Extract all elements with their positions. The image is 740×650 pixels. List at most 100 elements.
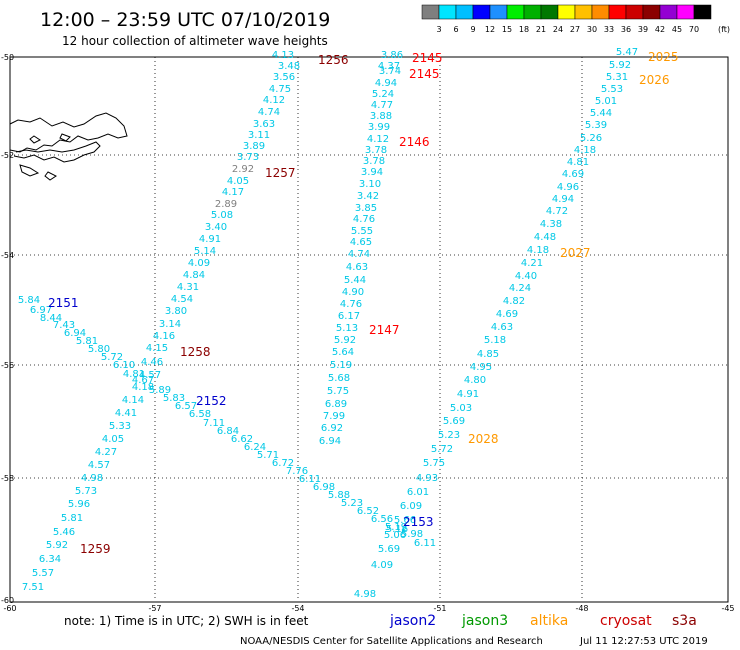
color-scale-label: 39 (638, 25, 648, 34)
wave-height-value: 3.78 (365, 145, 387, 156)
longitude-label: -51 (433, 604, 446, 613)
wave-height-value: 5.47 (616, 47, 638, 58)
wave-height-value: 6.01 (407, 487, 429, 498)
wave-height-value: 4.98 (81, 473, 103, 484)
wave-height-value: 6.10 (113, 360, 135, 371)
wave-height-value: 5.55 (351, 226, 373, 237)
wave-height-value: 3.80 (165, 306, 187, 317)
color-swatch (472, 4, 491, 20)
wave-height-value: 5.19 (330, 360, 352, 371)
color-scale-label: 9 (470, 25, 475, 34)
wave-height-value: 5.06 (384, 530, 406, 541)
pass-number-label: 2026 (639, 73, 670, 87)
wave-height-value: 4.12 (367, 134, 389, 145)
wave-height-value: 5.23 (341, 498, 363, 509)
wave-height-value: 4.17 (222, 187, 244, 198)
satellite-legend-item: jason2 (389, 613, 436, 629)
satellite-legend-item: altika (530, 613, 568, 629)
wave-height-value: 3.11 (248, 130, 270, 141)
altimeter-tracks: 4.133.483.564.754.124.743.633.113.893.73… (18, 47, 638, 600)
wave-height-value: 5.18 (484, 335, 506, 346)
wave-height-value: 5.75 (423, 458, 445, 469)
satellite-legend: jason2 jason3 altika cryosat s3a (389, 613, 697, 629)
wave-height-value: 5.92 (46, 540, 68, 551)
wave-height-value: 5.44 (344, 275, 366, 286)
map-title: 12:00 – 23:59 UTC 07/10/2019 (40, 9, 330, 31)
wave-height-value: 4.75 (269, 84, 291, 95)
wave-height-value: 3.56 (273, 72, 295, 83)
wave-height-value: 4.46 (141, 357, 163, 368)
wave-height-value: 4.40 (515, 271, 537, 282)
color-swatch (608, 4, 627, 20)
pass-number-label: 2145 (412, 51, 443, 65)
wave-height-value: 6.11 (299, 474, 321, 485)
wave-height-value: 4.77 (371, 100, 393, 111)
wave-height-value: 4.37 (378, 61, 400, 72)
color-swatch (455, 4, 474, 20)
wave-height-value: 5.33 (109, 421, 131, 432)
longitude-label: -48 (575, 604, 588, 613)
color-swatch (540, 4, 559, 20)
latitude-label: -50 (1, 53, 14, 62)
footer-timestamp: Jul 11 12:27:53 UTC 2019 (579, 636, 708, 647)
latitude-label: -54 (1, 251, 14, 260)
wave-height-value: 2.92 (232, 164, 254, 175)
wave-height-value: 6.97 (30, 305, 52, 316)
pass-number-label: 2027 (560, 246, 591, 260)
wave-height-value: 6.92 (321, 423, 343, 434)
wave-height-value: 4.38 (540, 219, 562, 230)
color-scale-label: 18 (519, 25, 529, 34)
wave-height-value: 4.48 (534, 232, 556, 243)
wave-height-value: 5.69 (378, 544, 400, 555)
color-scale-label: 70 (689, 25, 699, 34)
wave-height-value: 4.72 (546, 206, 568, 217)
wave-height-value: 4.94 (375, 78, 397, 89)
wave-height-value: 7.76 (286, 466, 308, 477)
color-swatch (625, 4, 644, 20)
wave-height-value: 6.58 (189, 409, 211, 420)
wave-height-value: 6.34 (39, 554, 61, 565)
wave-height-value: 4.80 (464, 375, 486, 386)
wave-height-value: 4.63 (346, 262, 368, 273)
color-swatch (574, 4, 593, 20)
wave-height-value: 5.72 (101, 352, 123, 363)
wave-height-value: 5.39 (585, 120, 607, 131)
wave-height-value: 3.94 (361, 167, 383, 178)
wave-height-value: 4.95 (470, 362, 492, 373)
pass-number-label: 2145 (409, 67, 440, 81)
wave-height-value: 5.03 (450, 403, 472, 414)
wave-height-value: 7.43 (53, 320, 75, 331)
wave-height-value: 3.74 (379, 66, 401, 77)
color-swatch (693, 4, 712, 20)
wave-height-value: 3.42 (357, 191, 379, 202)
wave-height-value: 4.90 (342, 287, 364, 298)
wave-height-value: 5.24 (372, 89, 394, 100)
wave-height-value: 3.40 (205, 222, 227, 233)
wave-height-value: 4.21 (521, 258, 543, 269)
wave-height-value: 5.88 (328, 490, 350, 501)
wave-height-value: 4.96 (557, 182, 579, 193)
color-swatch (557, 4, 576, 20)
latitude-label: -52 (1, 151, 14, 160)
wave-height-value: 3.86 (381, 50, 403, 61)
wave-height-value: 7.11 (203, 418, 225, 429)
color-scale-label: 30 (587, 25, 597, 34)
wave-height-value: 5.64 (332, 347, 354, 358)
wave-height-value: 5.98 (401, 529, 423, 540)
wave-height-value: 5.69 (443, 416, 465, 427)
wave-height-value: 5.44 (590, 108, 612, 119)
wave-height-value: 5.75 (327, 386, 349, 397)
wave-height-value: 4.18 (527, 245, 549, 256)
longitude-label: -60 (3, 604, 16, 613)
wave-height-value: 4.57 (139, 370, 161, 381)
color-swatch (659, 4, 678, 20)
wave-height-value: 5.83 (163, 393, 185, 404)
wave-height-value: 5.53 (601, 84, 623, 95)
pass-number-label: 2151 (48, 296, 79, 310)
wave-height-value: 6.98 (313, 482, 335, 493)
latitude-label: -58 (1, 474, 14, 483)
wave-height-value: 4.76 (340, 299, 362, 310)
wave-height-value: 5.71 (257, 450, 279, 461)
wave-height-value: 6.56 (371, 514, 393, 525)
